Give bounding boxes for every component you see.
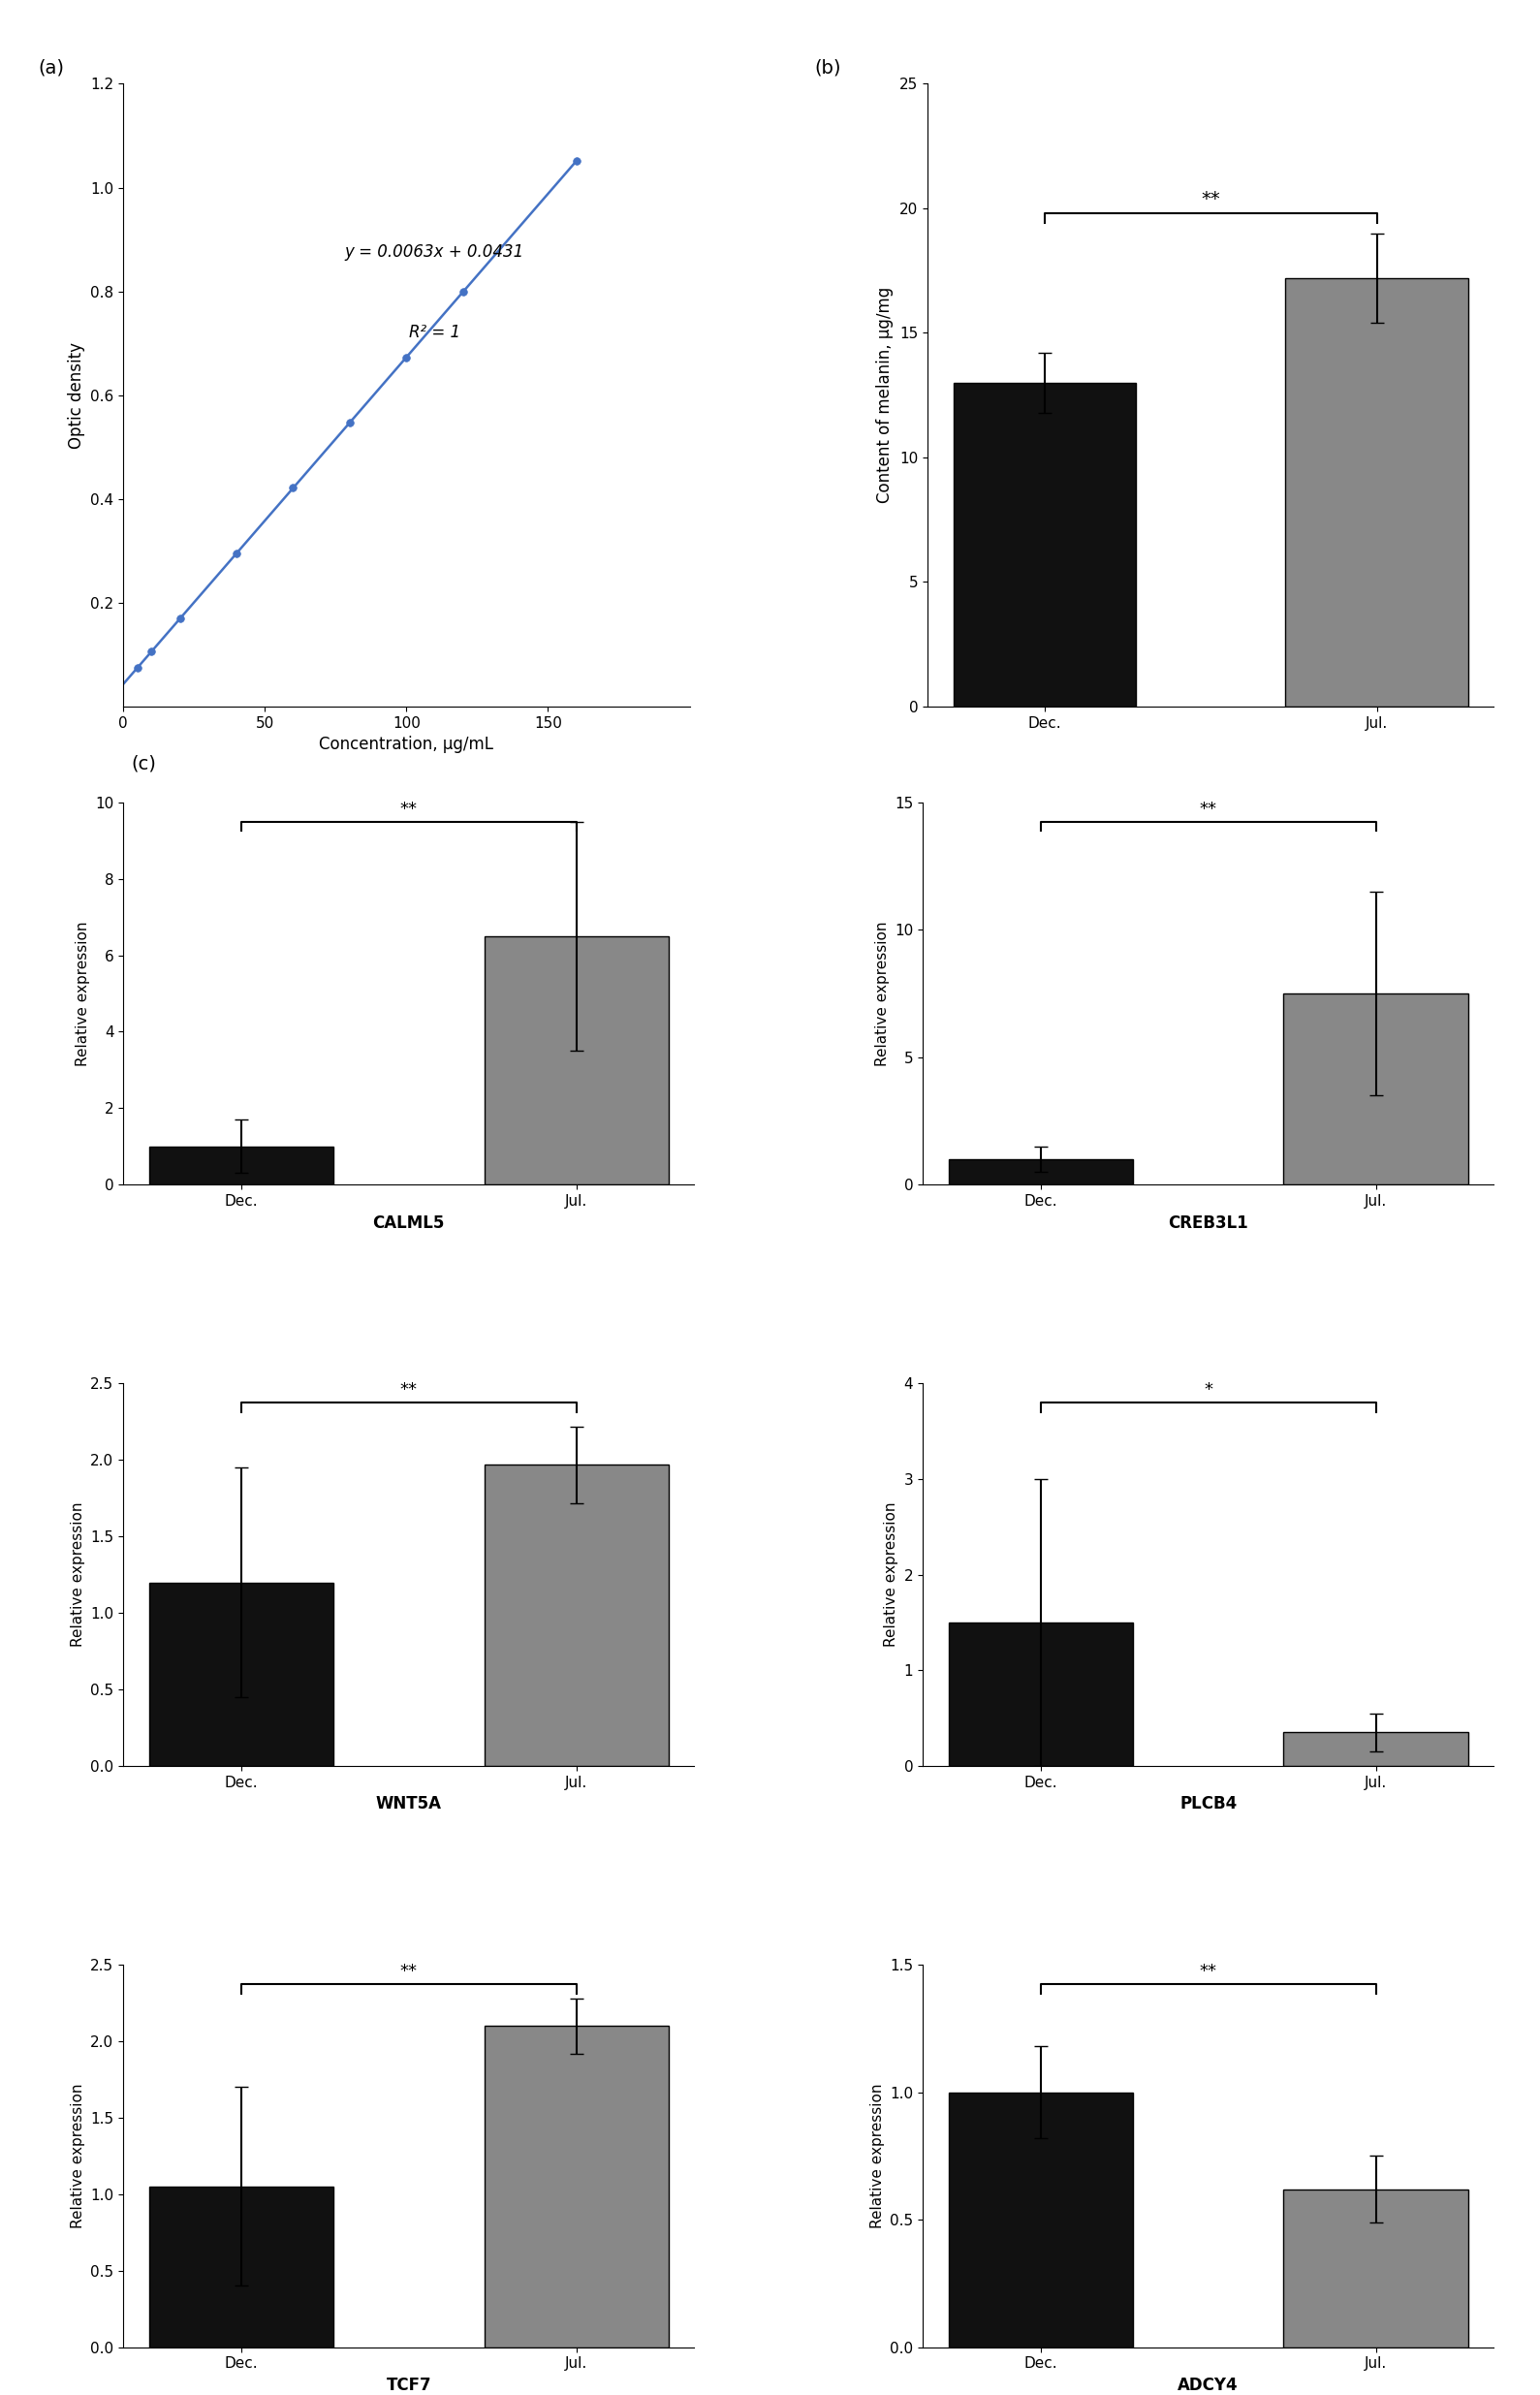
Text: (c): (c) [131, 754, 156, 774]
X-axis label: CALML5: CALML5 [373, 1214, 445, 1231]
Text: **: ** [1200, 800, 1217, 817]
Bar [1284, 2189, 1468, 2347]
Bar [484, 2026, 668, 2347]
Text: (a): (a) [38, 60, 65, 77]
Bar [149, 1147, 333, 1186]
Bar [949, 1159, 1133, 1186]
Text: y = 0.0063x + 0.0431: y = 0.0063x + 0.0431 [345, 244, 525, 261]
Text: *: * [1204, 1382, 1212, 1399]
Bar [949, 2093, 1133, 2347]
Bar [1286, 278, 1468, 707]
Y-axis label: Relative expression: Relative expression [71, 1502, 85, 1648]
X-axis label: CREB3L1: CREB3L1 [1169, 1214, 1249, 1231]
Bar [1284, 1732, 1468, 1765]
Bar [953, 383, 1137, 707]
Bar [949, 1621, 1133, 1765]
Bar [484, 1466, 668, 1765]
Y-axis label: Relative expression: Relative expression [870, 2084, 884, 2227]
Text: (b): (b) [815, 60, 841, 77]
X-axis label: WNT5A: WNT5A [376, 1796, 442, 1813]
Y-axis label: Relative expression: Relative expression [884, 1502, 898, 1648]
Y-axis label: Optic density: Optic density [68, 342, 85, 448]
Y-axis label: Relative expression: Relative expression [75, 922, 89, 1066]
Bar [484, 936, 668, 1186]
Bar [149, 1583, 333, 1765]
Text: **: ** [400, 800, 417, 817]
X-axis label: TCF7: TCF7 [387, 2376, 431, 2395]
X-axis label: Concentration, μg/mL: Concentration, μg/mL [319, 735, 494, 754]
Text: R² = 1: R² = 1 [410, 323, 460, 342]
Bar [149, 2187, 333, 2347]
Y-axis label: Content of melanin, μg/mg: Content of melanin, μg/mg [876, 287, 895, 503]
Text: **: ** [400, 1962, 417, 1981]
Bar [1284, 994, 1468, 1186]
Text: **: ** [1201, 189, 1220, 208]
Text: **: ** [1200, 1962, 1217, 1981]
Y-axis label: Relative expression: Relative expression [875, 922, 889, 1066]
X-axis label: PLCB4: PLCB4 [1180, 1796, 1237, 1813]
Y-axis label: Relative expression: Relative expression [71, 2084, 85, 2227]
X-axis label: ADCY4: ADCY4 [1178, 2376, 1238, 2395]
Text: **: ** [400, 1382, 417, 1399]
